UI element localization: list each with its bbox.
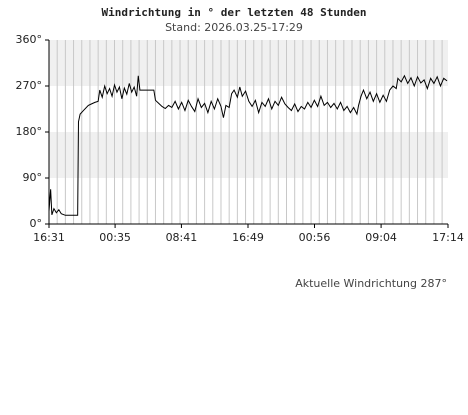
y-tick-label: 360° (16, 33, 43, 46)
chart-subtitle: Stand: 2026.03.25-17:29 (165, 21, 303, 34)
y-tick-label: 270° (16, 79, 43, 92)
x-tick-label: 17:14 (432, 231, 464, 244)
y-tick-label: 180° (16, 125, 43, 138)
x-tick-label: 08:41 (166, 231, 198, 244)
band (49, 40, 448, 86)
x-tick-label: 00:56 (299, 231, 331, 244)
chart-title: Windrichtung in ° der letzten 48 Stunden (102, 6, 367, 19)
line (48, 74, 448, 216)
y-tick-label: 90° (23, 171, 43, 184)
x-tick-label: 09:04 (365, 231, 397, 244)
y-tick-label: 0° (30, 217, 43, 230)
x-tick-label: 16:49 (232, 231, 264, 244)
x-tick-label: 00:35 (99, 231, 131, 244)
x-tick-label: 16:31 (33, 231, 65, 244)
annotation: Aktuelle Windrichtung 287° (295, 277, 447, 290)
band (49, 132, 448, 178)
